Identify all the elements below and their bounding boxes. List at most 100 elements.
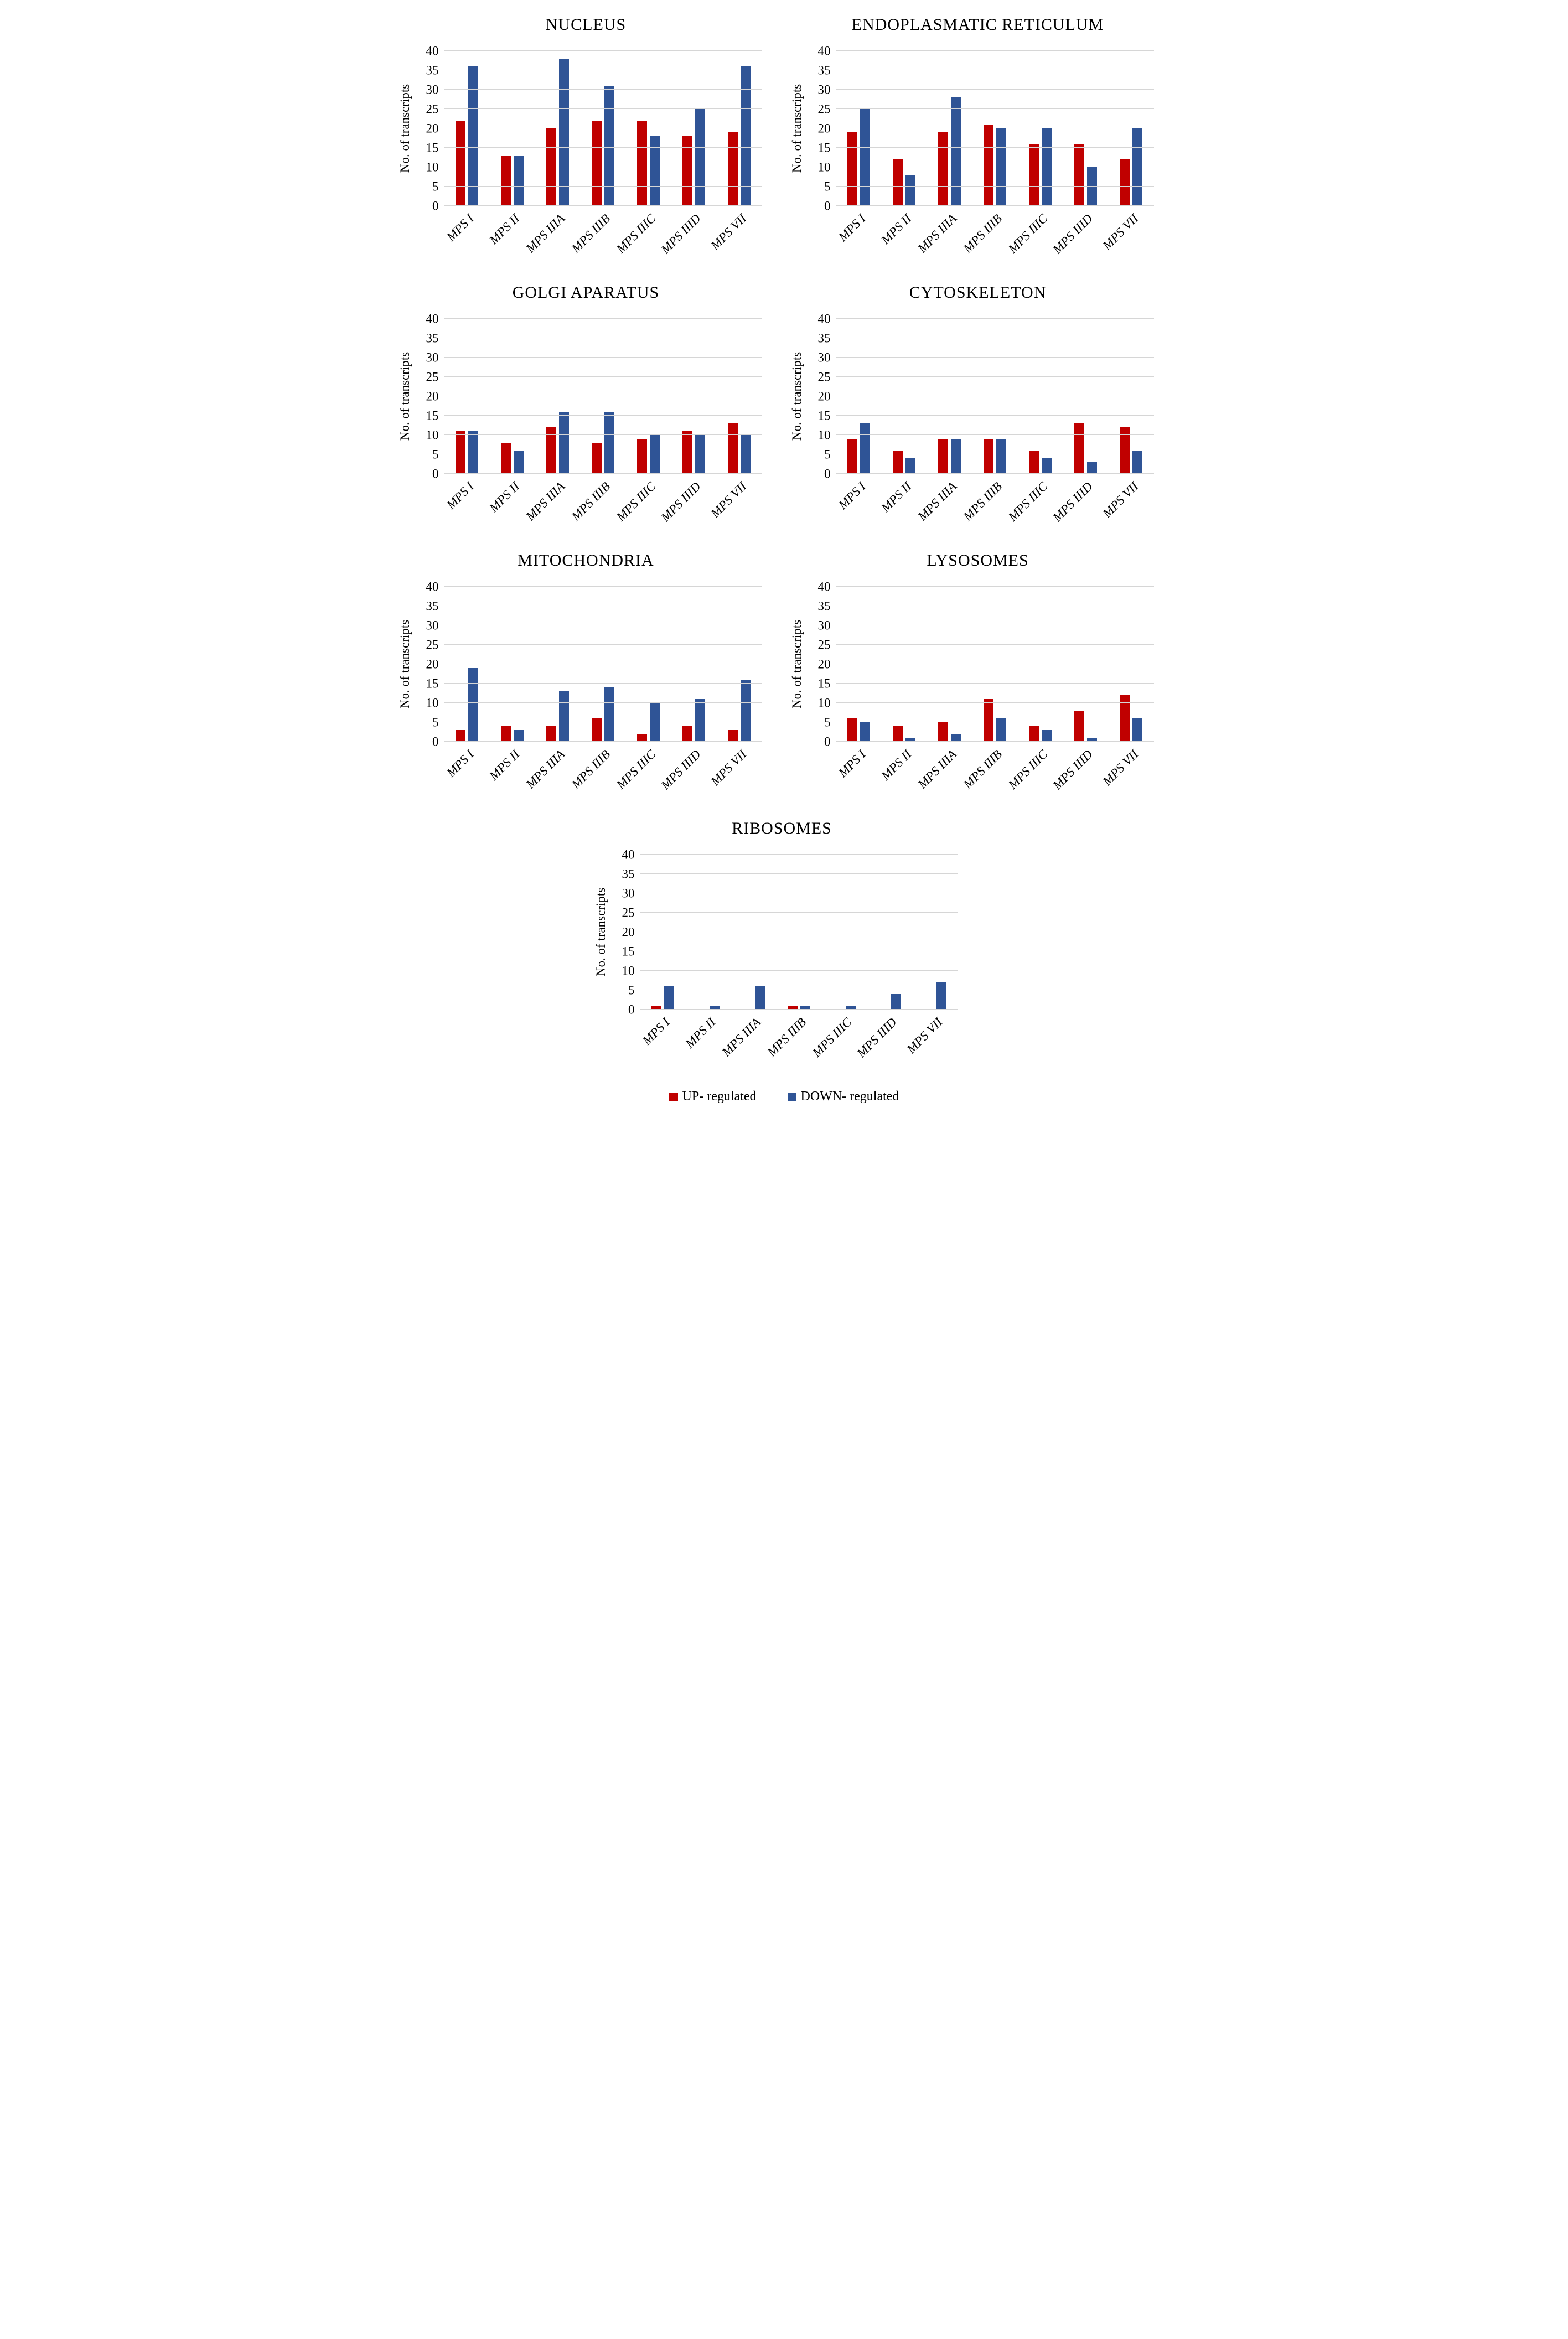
y-tick-label: 0: [432, 734, 439, 749]
y-tick-label: 30: [817, 618, 831, 633]
x-tick-cell: MPS IIIB: [961, 742, 1018, 807]
y-tick-label: 20: [426, 121, 439, 136]
chart-title: LYSOSOMES: [927, 551, 1029, 570]
gridline: [836, 741, 1154, 742]
x-tick-cell: MPS VII: [708, 206, 762, 271]
x-tick-cell: MPS IIID: [659, 206, 717, 271]
up-regulated-bar: [637, 439, 647, 474]
bar-group: [1063, 587, 1109, 742]
down-regulated-bar: [695, 109, 705, 206]
chart-title: CYTOSKELETON: [909, 283, 1047, 302]
up-regulated-bar: [501, 726, 511, 742]
y-tick-label: 20: [426, 657, 439, 671]
up-regulated-bar: [938, 439, 948, 474]
down-regulated-bar: [1087, 738, 1097, 742]
gridline: [444, 473, 762, 474]
y-tick-label: 25: [426, 638, 439, 652]
x-tick-cell: MPS IIIC: [1006, 742, 1063, 807]
x-tick-cell: MPS I: [444, 474, 490, 539]
gridline: [444, 108, 762, 109]
y-axis-title-column: No. of transcripts: [788, 587, 806, 742]
y-axis-title-column: No. of transcripts: [788, 319, 806, 474]
y-tick-label: 30: [426, 618, 439, 633]
bar-group: [626, 587, 671, 742]
gridline: [836, 357, 1154, 358]
y-tick-label: 5: [432, 715, 439, 729]
y-tick-label: 5: [824, 447, 831, 462]
x-tick-cell: MPS IIIA: [720, 1010, 777, 1075]
y-tick-label: 0: [824, 467, 831, 481]
x-tick-cell: MPS IIID: [659, 742, 717, 807]
gridline: [444, 89, 762, 90]
up-regulated-bar: [847, 718, 857, 742]
bar-group: [1018, 51, 1063, 206]
x-tick-row: MPS I MPS II MPS IIIA MPS IIIB MPS IIIC MPS I…: [444, 474, 762, 539]
down-regulated-bar: [1132, 128, 1142, 206]
x-tick-cell: MPS I: [836, 206, 882, 271]
plot-area: [444, 318, 762, 474]
bar-group: [717, 51, 762, 206]
down-regulated-bar: [1042, 128, 1052, 206]
down-regulated-bar: [559, 691, 569, 742]
y-tick-label: 25: [426, 102, 439, 116]
x-tick-row: MPS I MPS II MPS IIIA MPS IIIB MPS IIIC MPS I…: [836, 206, 1154, 271]
gridline: [444, 357, 762, 358]
bar-group: [581, 319, 626, 474]
y-tick-label: 40: [817, 312, 831, 326]
x-tick-label: MPS II: [878, 479, 914, 515]
up-regulated-bar: [728, 730, 738, 742]
y-tick-label: 35: [426, 63, 439, 77]
plot-area: [836, 586, 1154, 742]
y-tick-label: 10: [426, 160, 439, 174]
down-regulated-bar: [468, 431, 478, 474]
chart-body: No. of transcripts 0 5 10 15 20 25 30 35 40: [788, 313, 1168, 480]
x-tick-cell: MPS II: [487, 206, 535, 271]
down-regulated-bar: [604, 687, 614, 742]
x-tick-cell: MPS I: [836, 742, 882, 807]
y-tick-label: 5: [824, 179, 831, 194]
x-tick-cell: MPS IIIB: [961, 206, 1018, 271]
bar-group: [1109, 51, 1154, 206]
down-regulated-bar: [468, 668, 478, 742]
bar-group: [867, 855, 913, 1010]
x-tick-cell: MPS IIIB: [569, 474, 626, 539]
chart-title: RIBOSOMES: [732, 819, 832, 837]
down-regulated-bar: [951, 97, 961, 206]
x-tick-label: MPS II: [486, 479, 522, 515]
x-tick-cell: MPS II: [682, 1010, 731, 1075]
bar-group: [581, 51, 626, 206]
x-tick-cell: MPS I: [444, 742, 490, 807]
down-regulated-bar: [695, 435, 705, 474]
gridline: [836, 147, 1154, 148]
up-regulated-bar: [637, 734, 647, 742]
y-tick-label: 10: [817, 160, 831, 174]
y-tick-label: 25: [622, 905, 635, 920]
y-axis-title-column: No. of transcripts: [396, 587, 415, 742]
y-tick-label: 10: [622, 964, 635, 978]
down-regulated-bar: [1042, 458, 1052, 474]
x-tick-label: MPS I: [444, 747, 477, 780]
y-tick-label: 40: [426, 44, 439, 58]
y-axis-title: No. of transcripts: [789, 619, 804, 709]
chart-body: No. of transcripts 0 5 10 15 20 25 30 35 40: [396, 45, 777, 213]
chart-title: NUCLEUS: [545, 15, 627, 34]
y-tick-label: 0: [824, 734, 831, 749]
y-tick-label: 40: [817, 44, 831, 58]
legend-label-down-regulated: DOWN- regulated: [800, 1089, 899, 1104]
x-tick-label: MPS II: [878, 211, 914, 247]
bar-chart: MITOCHONDRIA No. of transcripts 0 5 10 15 20…: [392, 539, 784, 807]
bar-group: [1018, 319, 1063, 474]
y-axis-title: No. of transcripts: [397, 619, 412, 709]
y-tick-label: 30: [622, 886, 635, 901]
x-tick-cell: MPS IIIC: [614, 742, 671, 807]
x-tick-cell: MPS IIID: [1050, 742, 1109, 807]
x-tick-cell: MPS IIID: [855, 1010, 913, 1075]
y-tick-label: 40: [817, 579, 831, 594]
y-tick-label: 10: [426, 696, 439, 710]
x-tick-cell: MPS IIIA: [524, 206, 581, 271]
x-tick-cell: MPS II: [487, 742, 535, 807]
gridline: [836, 434, 1154, 435]
up-regulated-bar: [1029, 144, 1039, 206]
x-tick-cell: MPS II: [878, 474, 927, 539]
y-tick-column: 0 5 10 15 20 25 30 35 40: [806, 45, 836, 213]
